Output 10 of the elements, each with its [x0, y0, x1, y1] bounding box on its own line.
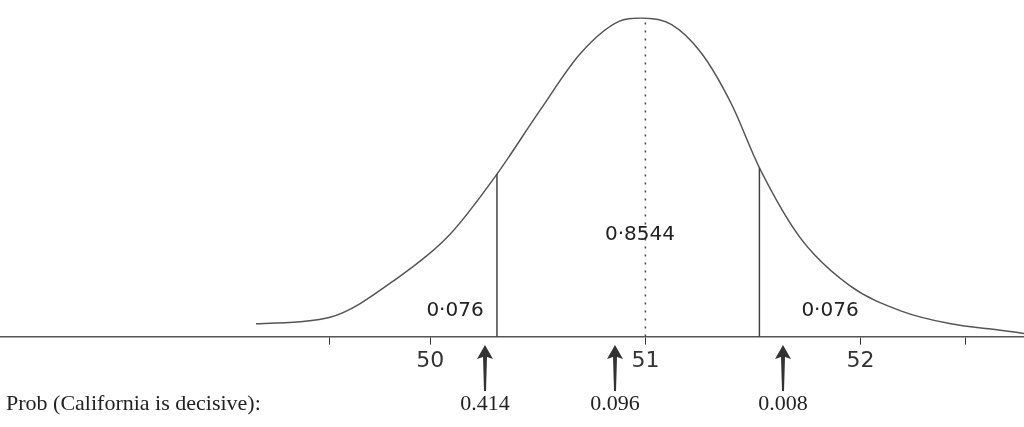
x-tick-label: 51 — [631, 346, 660, 372]
annotation: 0·8544 — [605, 221, 675, 245]
x-tick-label: 52 — [846, 346, 875, 372]
text: 0.096 — [590, 390, 640, 415]
annotation: 0·076 — [426, 297, 484, 321]
text: 0.414 — [460, 390, 510, 415]
text: Prob (California is decisive): — [6, 390, 261, 415]
text: 0.008 — [758, 390, 808, 415]
x-tick-label: 50 — [416, 346, 445, 372]
annotation: 0·076 — [801, 297, 859, 321]
